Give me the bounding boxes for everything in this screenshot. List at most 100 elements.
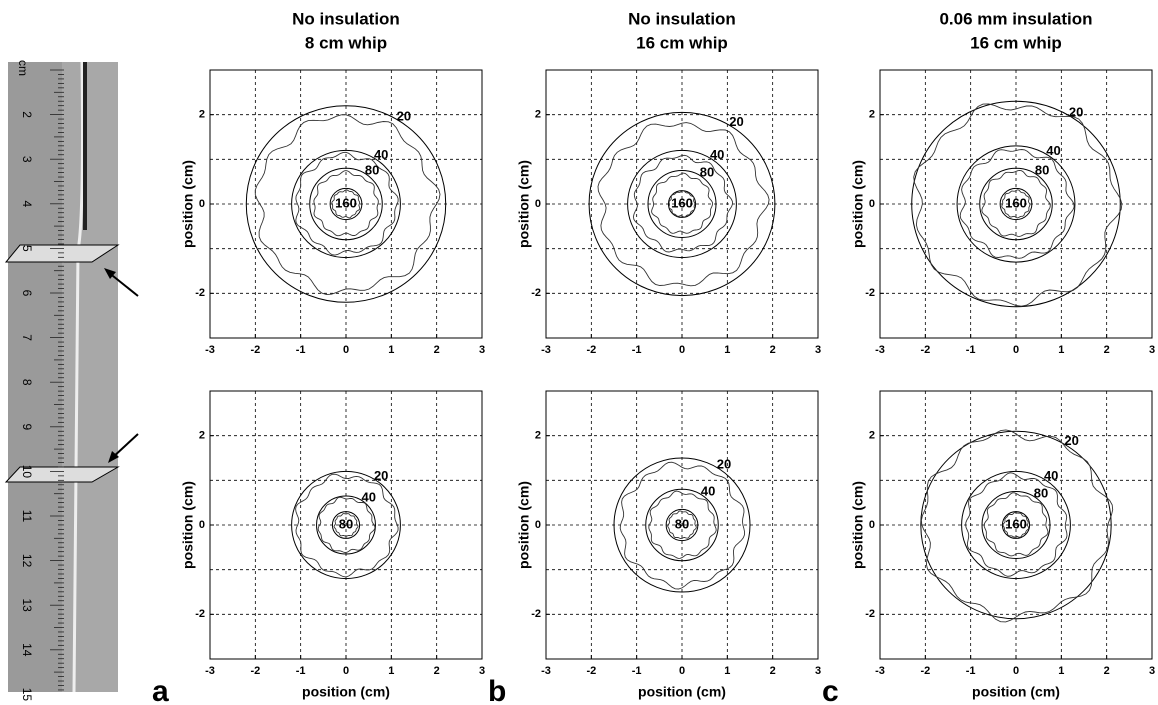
- x-tick-label: -3: [205, 344, 215, 356]
- x-tick-label: 3: [1149, 344, 1155, 356]
- y-tick-label: 2: [869, 430, 875, 442]
- panel-label: a: [152, 675, 169, 705]
- panel: -3-2-10123-202position (cm)position (cm)…: [152, 391, 485, 705]
- contour-level-label: 160: [335, 195, 357, 210]
- contour-level-label: 80: [365, 162, 379, 177]
- y-axis-title: position (cm): [516, 481, 532, 569]
- ruler-photo: cm23456789101112131415: [6, 60, 138, 701]
- panel-title: 16 cm whip: [970, 33, 1062, 52]
- x-tick-label: 2: [770, 665, 776, 677]
- x-tick-label: 0: [1013, 344, 1019, 356]
- x-tick-label: 2: [1104, 344, 1110, 356]
- y-tick-label: -2: [531, 608, 541, 620]
- ruler-unit: cm: [16, 60, 30, 76]
- panel-title: No insulation: [292, 9, 400, 28]
- panel-label: c: [822, 675, 839, 705]
- ruler-number: 7: [20, 334, 34, 341]
- y-tick-label: 0: [869, 198, 875, 210]
- y-tick-label: 2: [869, 109, 875, 121]
- contour-level-label: 40: [710, 147, 724, 162]
- x-tick-label: -1: [632, 665, 642, 677]
- x-tick-label: 3: [479, 344, 485, 356]
- x-tick-label: 0: [679, 344, 685, 356]
- x-tick-label: -3: [875, 344, 885, 356]
- y-tick-label: 0: [535, 198, 541, 210]
- ruler-number: 8: [20, 379, 34, 386]
- ruler-background: [8, 62, 64, 692]
- x-tick-label: 3: [479, 665, 485, 677]
- x-tick-label: 1: [724, 344, 730, 356]
- x-axis-title: position (cm): [302, 684, 390, 700]
- contour-level-label: 40: [1044, 468, 1058, 483]
- y-tick-label: -2: [865, 608, 875, 620]
- y-tick-label: -2: [531, 287, 541, 299]
- contour-level-label: 20: [1064, 433, 1078, 448]
- y-axis-title: position (cm): [180, 481, 196, 569]
- x-tick-label: 3: [1149, 665, 1155, 677]
- x-tick-label: 1: [388, 665, 394, 677]
- y-tick-label: 0: [199, 198, 205, 210]
- panel-label: b: [488, 675, 506, 705]
- photo-background: [62, 62, 118, 692]
- x-tick-label: 0: [343, 344, 349, 356]
- contour-level-label: 80: [675, 516, 689, 531]
- x-tick-label: 2: [1104, 665, 1110, 677]
- x-tick-label: -2: [920, 665, 930, 677]
- y-tick-label: 0: [535, 519, 541, 531]
- contour-level-label: 80: [339, 516, 353, 531]
- x-tick-label: -1: [966, 344, 976, 356]
- x-tick-label: 2: [434, 344, 440, 356]
- x-tick-label: -2: [586, 344, 596, 356]
- contour-level-label: 20: [1069, 104, 1083, 119]
- ruler-number: 10: [20, 465, 34, 479]
- x-tick-label: -2: [920, 344, 930, 356]
- ruler-number: 3: [20, 156, 34, 163]
- ruler-number: 6: [20, 290, 34, 297]
- ruler-number: 4: [20, 200, 34, 207]
- y-axis-title: position (cm): [180, 160, 196, 248]
- x-tick-label: -1: [966, 665, 976, 677]
- contour-level-label: 20: [374, 468, 388, 483]
- ruler-number: 2: [20, 111, 34, 118]
- x-tick-label: -3: [541, 665, 551, 677]
- y-tick-label: 2: [199, 109, 205, 121]
- x-tick-label: 0: [679, 665, 685, 677]
- x-tick-label: -2: [250, 344, 260, 356]
- panel-title: 8 cm whip: [305, 33, 387, 52]
- contour-level-label: 160: [671, 195, 693, 210]
- x-tick-label: -3: [205, 665, 215, 677]
- contour-level-label: 80: [1035, 162, 1049, 177]
- contour-level-label: 80: [1034, 485, 1048, 500]
- ruler-number: 14: [20, 643, 34, 657]
- ruler-number: 13: [20, 599, 34, 613]
- contour-level-label: 40: [1046, 143, 1060, 158]
- y-axis-title: position (cm): [516, 160, 532, 248]
- x-tick-label: 1: [388, 344, 394, 356]
- panel-title: No insulation: [628, 9, 736, 28]
- x-tick-label: -3: [875, 665, 885, 677]
- x-tick-label: 0: [343, 665, 349, 677]
- x-tick-label: -2: [250, 665, 260, 677]
- contour-level-label: 40: [374, 147, 388, 162]
- x-tick-label: -2: [586, 665, 596, 677]
- y-axis-title: position (cm): [850, 160, 866, 248]
- x-tick-label: -3: [541, 344, 551, 356]
- panel: -3-2-10123-202position (cm)0.06 mm insul…: [850, 9, 1155, 355]
- y-tick-label: -2: [865, 287, 875, 299]
- contour-level-label: 40: [361, 489, 375, 504]
- ruler-number: 12: [20, 554, 34, 568]
- y-tick-label: 0: [199, 519, 205, 531]
- contour-level-label: 160: [1005, 195, 1027, 210]
- contour-level-label: 20: [717, 456, 731, 471]
- x-axis-title: position (cm): [638, 684, 726, 700]
- y-tick-label: 0: [869, 519, 875, 531]
- x-tick-label: -1: [296, 665, 306, 677]
- ruler-number: 15: [20, 688, 34, 702]
- contour-level-label: 20: [729, 114, 743, 129]
- figure: cm23456789101112131415 -3-2-10123-202pos…: [0, 0, 1158, 705]
- x-tick-label: -1: [632, 344, 642, 356]
- ruler-number: 5: [20, 245, 34, 252]
